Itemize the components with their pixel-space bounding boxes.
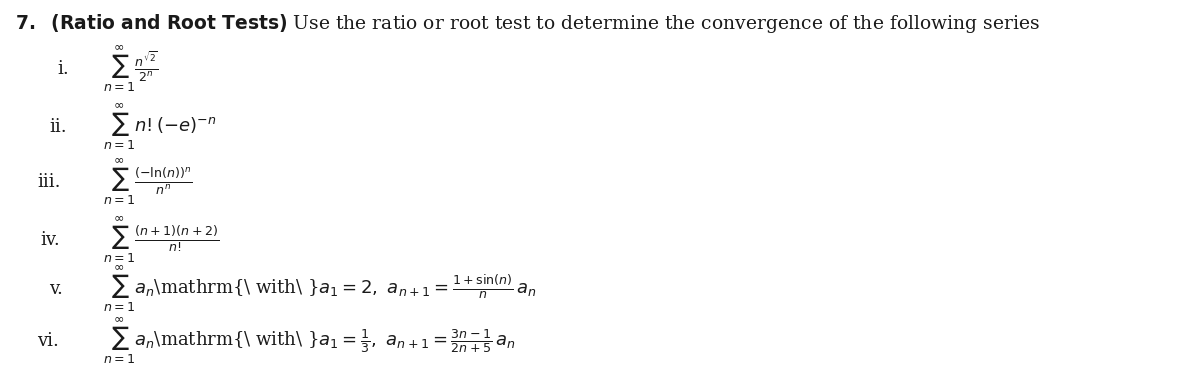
Text: v.: v. <box>50 280 62 298</box>
Text: $\bf{7.}$  $\bf{(Ratio\ and\ Root\ Tests)}$ Use the ratio or root test to determ: $\bf{7.}$ $\bf{(Ratio\ and\ Root\ Tests)… <box>15 12 1040 36</box>
Text: $\sum_{n=1}^{\infty} a_n$\mathrm{\ with\ }$a_1 = \frac{1}{3},\ a_{n+1} = \frac{3: $\sum_{n=1}^{\infty} a_n$\mathrm{\ with\… <box>103 316 515 366</box>
Text: $\sum_{n=1}^{\infty} \frac{(-\ln(n))^{n}}{n^{n}}$: $\sum_{n=1}^{\infty} \frac{(-\ln(n))^{n}… <box>103 157 192 207</box>
Text: $\sum_{n=1}^{\infty} n!(-e)^{-n}$: $\sum_{n=1}^{\infty} n!(-e)^{-n}$ <box>103 102 216 152</box>
Text: $\sum_{n=1}^{\infty} \frac{n^{\sqrt{2}}}{2^n}$: $\sum_{n=1}^{\infty} \frac{n^{\sqrt{2}}}… <box>103 44 158 94</box>
Text: vi.: vi. <box>38 332 59 350</box>
Text: iii.: iii. <box>38 173 61 192</box>
Text: iv.: iv. <box>40 231 60 249</box>
Text: $\sum_{n=1}^{\infty} a_n$\mathrm{\ with\ }$a_1 = 2,\ a_{n+1} = \frac{1+\sin(n)}{: $\sum_{n=1}^{\infty} a_n$\mathrm{\ with\… <box>103 264 536 314</box>
Text: $\sum_{n=1}^{\infty} \frac{(n+1)(n+2)}{n!}$: $\sum_{n=1}^{\infty} \frac{(n+1)(n+2)}{n… <box>103 215 219 265</box>
Text: ii.: ii. <box>50 119 67 137</box>
Text: i.: i. <box>58 60 70 78</box>
